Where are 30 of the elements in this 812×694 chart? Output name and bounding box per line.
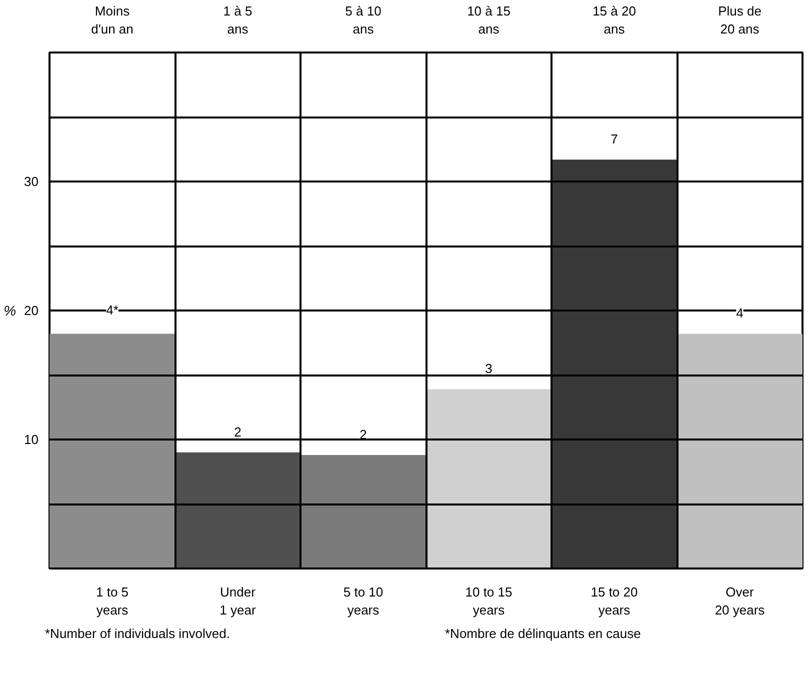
bar bbox=[50, 334, 175, 568]
x-tick-label: 1 to 5 years bbox=[96, 584, 129, 618]
y-axis-title: % bbox=[4, 302, 16, 318]
annotation: 3 bbox=[485, 361, 492, 376]
y-tick-label: 20 bbox=[24, 303, 39, 318]
text: 5 à 10 ans bbox=[345, 4, 382, 36]
annotation: 4* bbox=[106, 302, 118, 318]
bar bbox=[552, 160, 677, 568]
x-tick-label: Over 20 years bbox=[714, 584, 766, 618]
annotation: 2 bbox=[234, 424, 242, 440]
text: Plus de 20 ans bbox=[718, 4, 762, 36]
x-tick-label: Under 1 year bbox=[220, 584, 256, 618]
text: 15 à 20 ans bbox=[592, 4, 636, 36]
bar bbox=[426, 389, 552, 568]
annotation: 2 bbox=[360, 426, 367, 442]
bar bbox=[677, 334, 802, 568]
x-tick-label: 10 to 15 years bbox=[465, 584, 512, 618]
text: 10 à 15 ans bbox=[467, 4, 510, 36]
bar bbox=[175, 452, 300, 568]
y-tick-label: 10 bbox=[24, 432, 39, 447]
bar bbox=[300, 454, 426, 568]
text: 1 à 5 ans bbox=[223, 4, 252, 36]
text: *Number of individuals involved. bbox=[45, 625, 230, 643]
x-tick-label: 15 to 20 years bbox=[590, 584, 638, 618]
text: *Nombre de délinquants en cause bbox=[445, 625, 641, 643]
annotation: 4 bbox=[736, 306, 744, 321]
annotation: 7 bbox=[610, 132, 618, 147]
y-tick-label: 30 bbox=[24, 174, 39, 189]
text: Moins d'un an bbox=[91, 4, 134, 36]
x-tick-label: 5 to 10 years bbox=[343, 584, 384, 618]
